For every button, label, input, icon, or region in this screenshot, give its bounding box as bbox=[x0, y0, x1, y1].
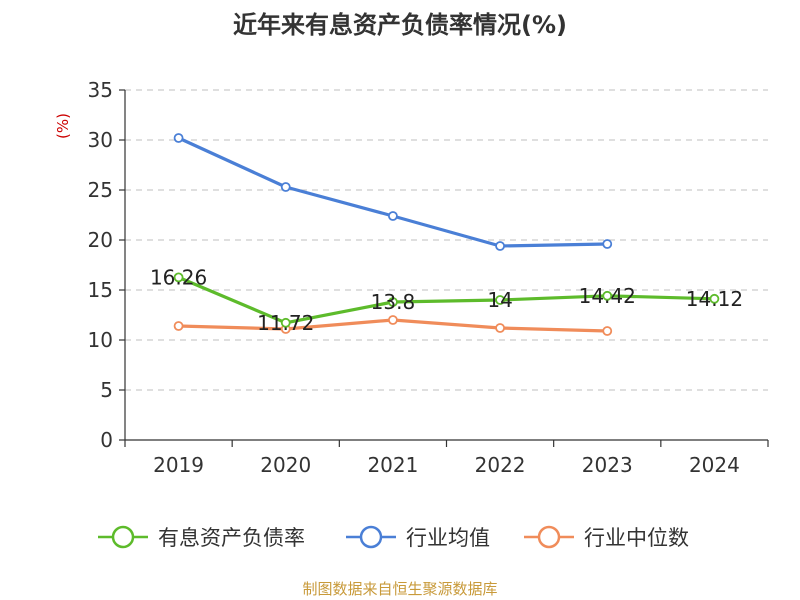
data-point bbox=[495, 323, 505, 333]
legend[interactable]: 有息资产负债率 行业均值 行业中位数 bbox=[98, 525, 689, 550]
series-line bbox=[177, 136, 608, 248]
legend-item-1[interactable]: 行业均值 bbox=[346, 525, 490, 550]
y-tick-label: 20 bbox=[88, 228, 113, 252]
y-tick-label: 15 bbox=[88, 278, 113, 302]
data-source-note: 制图数据来自恒生聚源数据库 bbox=[302, 580, 497, 598]
legend-item-2[interactable]: 行业中位数 bbox=[524, 525, 689, 550]
legend-marker-icon bbox=[537, 525, 561, 549]
data-point bbox=[602, 326, 613, 336]
data-point bbox=[280, 182, 291, 192]
series-2 bbox=[173, 315, 613, 336]
legend-marker-icon bbox=[111, 525, 135, 549]
data-point bbox=[173, 133, 184, 143]
series-line bbox=[177, 275, 715, 325]
y-tick-label: 35 bbox=[88, 78, 113, 102]
series-1 bbox=[173, 133, 613, 251]
grid-lines bbox=[125, 89, 768, 391]
data-label: 14.12 bbox=[686, 287, 743, 311]
x-tick-label: 2022 bbox=[475, 453, 526, 477]
data-label: 14 bbox=[487, 288, 512, 312]
data-point bbox=[602, 290, 613, 301]
legend-label: 有息资产负债率 bbox=[158, 526, 305, 550]
data-point bbox=[602, 239, 613, 249]
x-tick-label: 2019 bbox=[153, 453, 204, 477]
data-label: 13.8 bbox=[371, 290, 416, 314]
data-point bbox=[388, 297, 398, 307]
data-labels: 16.26 11.72 13.8 14 14.42 14.12 bbox=[150, 265, 743, 334]
x-tick-label: 2024 bbox=[689, 453, 740, 477]
chart-title: 近年来有息资产负债率情况(%) bbox=[233, 11, 567, 39]
y-tick-label: 30 bbox=[88, 128, 113, 152]
data-point bbox=[495, 295, 505, 305]
y-tick-label: 10 bbox=[88, 328, 113, 352]
legend-label: 行业中位数 bbox=[584, 526, 689, 550]
data-point bbox=[388, 211, 398, 221]
legend-item-0[interactable]: 有息资产负债率 bbox=[98, 525, 305, 550]
series-lines bbox=[173, 133, 720, 336]
x-tick-label: 2020 bbox=[260, 453, 311, 477]
legend-label: 行业均值 bbox=[406, 526, 490, 550]
data-point bbox=[173, 321, 184, 331]
data-point bbox=[709, 293, 720, 304]
x-tick-label: 2023 bbox=[582, 453, 633, 477]
series-0 bbox=[173, 272, 720, 328]
x-tick-label: 2021 bbox=[367, 453, 418, 477]
data-point bbox=[280, 317, 291, 328]
data-point bbox=[388, 315, 398, 325]
legend-marker-icon bbox=[359, 525, 383, 549]
y-axis-unit-label: (%) bbox=[54, 113, 72, 139]
data-label: 16.26 bbox=[150, 265, 207, 289]
data-point bbox=[495, 241, 505, 251]
data-label: 11.72 bbox=[257, 311, 314, 335]
y-tick-label: 25 bbox=[88, 178, 113, 202]
axes: 0 5 10 15 20 25 30 35 2019 2020 2021 2022 2023 2024 bbox=[88, 78, 769, 477]
data-label: 14.42 bbox=[579, 284, 636, 308]
data-point bbox=[173, 272, 184, 283]
y-tick-label: 5 bbox=[100, 378, 113, 402]
y-tick-label: 0 bbox=[100, 428, 113, 452]
